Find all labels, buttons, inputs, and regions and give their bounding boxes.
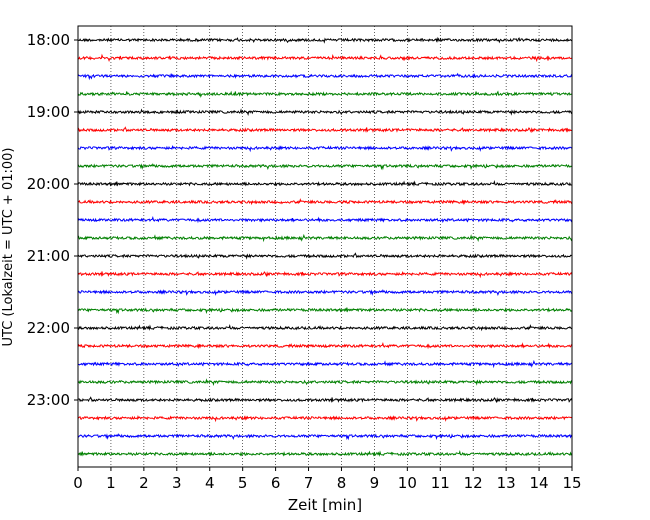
trace-1845 xyxy=(77,90,573,98)
y-tick-label-18:00: 18:00 xyxy=(27,31,70,49)
x-tick-label-15: 15 xyxy=(562,474,581,492)
trace-1915 xyxy=(77,126,573,134)
trace-2300 xyxy=(77,396,573,404)
trace-2115 xyxy=(77,270,573,279)
y-tick-label-23:00: 23:00 xyxy=(27,391,70,409)
trace-2215 xyxy=(77,342,573,350)
trace-1830 xyxy=(77,72,573,81)
x-tick-label-0: 0 xyxy=(73,474,83,492)
plot-frame xyxy=(77,25,573,468)
y-tick-label-21:00: 21:00 xyxy=(27,247,70,265)
trace-1815 xyxy=(77,53,573,63)
x-tick-label-12: 12 xyxy=(464,474,483,492)
trace-2200 xyxy=(77,324,573,332)
x-tick-label-5: 5 xyxy=(238,474,248,492)
y-axis-ticks: 18:00 19:00 20:00 21:00 22:00 23:00 xyxy=(27,31,78,409)
trace-2130 xyxy=(77,289,573,296)
y-tick-label-22:00: 22:00 xyxy=(27,319,70,337)
trace-2345 xyxy=(77,450,573,457)
x-axis-ticks: 0 1 2 3 4 5 6 7 8 9 10 11 12 13 14 15 xyxy=(73,467,582,492)
x-tick-label-2: 2 xyxy=(139,474,149,492)
trace-2145 xyxy=(77,307,573,315)
trace-2230 xyxy=(77,359,573,369)
x-tick-label-4: 4 xyxy=(205,474,215,492)
trace-1900 xyxy=(77,108,573,117)
trace-2030 xyxy=(77,216,573,224)
y-axis-label: UTC (Lokalzeit = UTC + 01:00) xyxy=(1,148,16,347)
y-tick-label-19:00: 19:00 xyxy=(27,103,70,121)
x-tick-label-3: 3 xyxy=(172,474,182,492)
trace-1945 xyxy=(77,163,573,171)
y-tick-label-20:00: 20:00 xyxy=(27,175,70,193)
trace-2015 xyxy=(77,198,573,206)
x-axis-label: Zeit [min] xyxy=(288,496,362,514)
x-tick-label-13: 13 xyxy=(497,474,516,492)
trace-2330 xyxy=(77,433,573,441)
x-tick-label-6: 6 xyxy=(271,474,281,492)
x-tick-label-8: 8 xyxy=(337,474,347,492)
trace-2315 xyxy=(77,414,573,423)
x-tick-label-11: 11 xyxy=(431,474,450,492)
trace-2045 xyxy=(77,233,573,243)
trace-2000 xyxy=(77,180,573,187)
trace-2245 xyxy=(77,378,573,387)
x-tick-label-10: 10 xyxy=(398,474,417,492)
trace-1800 xyxy=(77,36,573,44)
x-tick-label-14: 14 xyxy=(530,474,549,492)
trace-2100 xyxy=(77,252,573,260)
x-tick-label-7: 7 xyxy=(304,474,314,492)
trace-1930 xyxy=(77,144,573,153)
seismogram-traces xyxy=(77,36,573,457)
x-tick-label-9: 9 xyxy=(370,474,380,492)
x-tick-label-1: 1 xyxy=(106,474,116,492)
